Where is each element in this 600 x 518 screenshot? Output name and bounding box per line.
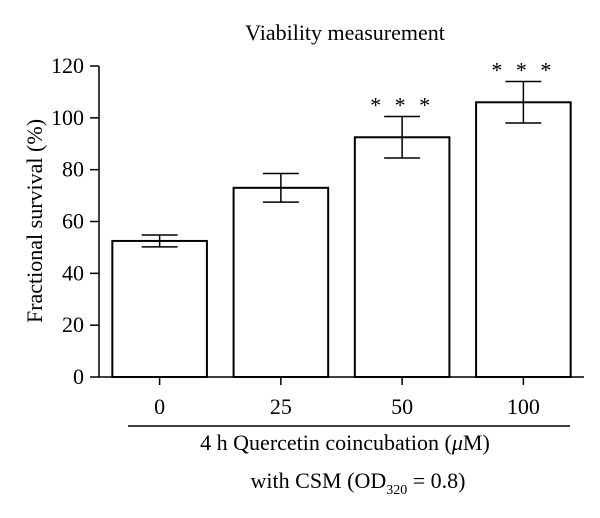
x-axis-label-line2: with CSM (OD320 = 0.8): [251, 468, 466, 498]
y-tick-label: 20: [62, 312, 84, 337]
x-tick-label: 25: [270, 394, 292, 419]
y-tick-label: 0: [73, 364, 84, 389]
x-tick-label: 50: [391, 394, 413, 419]
significance-marker: * * *: [491, 58, 555, 83]
x-tick-label: 100: [507, 394, 540, 419]
x-axis: 0 25 50 100: [99, 376, 584, 419]
y-tick-label: 120: [51, 53, 84, 78]
y-tick-label: 60: [62, 209, 84, 234]
y-tick-label: 80: [62, 157, 84, 182]
bar: [475, 101, 572, 379]
bar: [353, 136, 451, 378]
x-label-line1-post: M): [463, 430, 490, 455]
x-label-line2-pre: with CSM (OD: [251, 468, 387, 493]
y-axis-label: Fractional survival (%): [22, 119, 47, 323]
x-label-line1-pre: 4 h Quercetin coincubation (: [200, 430, 452, 455]
y-tick-label: 100: [51, 105, 84, 130]
x-label-line1-greek: μ: [451, 430, 463, 455]
chart-title: Viability measurement: [245, 20, 445, 45]
bar: [111, 239, 208, 378]
x-label-line2-post: = 0.8): [407, 468, 465, 493]
x-axis-label-line1: 4 h Quercetin coincubation (μM): [200, 430, 490, 455]
y-tick-label: 40: [62, 260, 84, 285]
significance-marker: * * *: [370, 93, 434, 118]
x-label-line2-sub: 320: [386, 483, 407, 498]
bar: [232, 186, 330, 378]
x-tick-label: 0: [154, 394, 165, 419]
bars: * * * * * *: [111, 58, 572, 379]
y-axis: 0 20 40 60 80 100 120: [51, 53, 100, 389]
